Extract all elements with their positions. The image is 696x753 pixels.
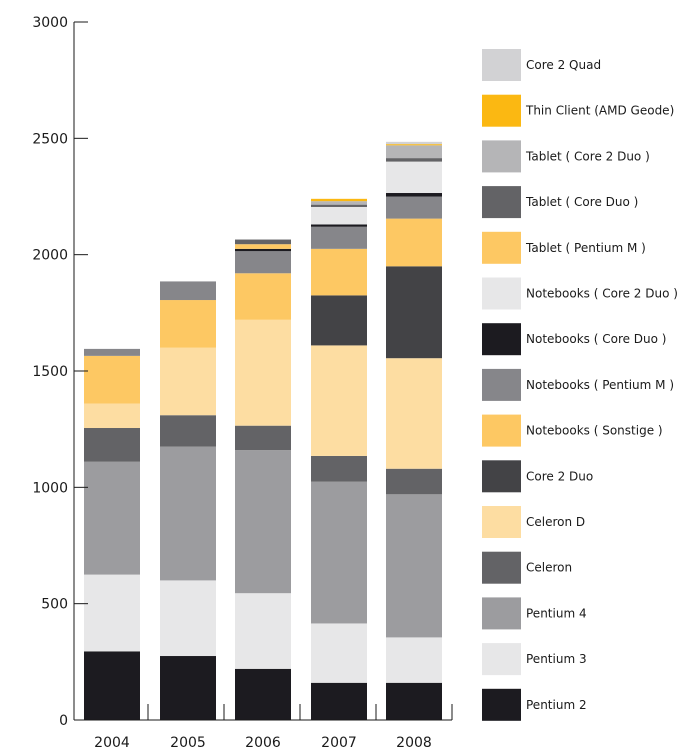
x-tick-label-2005: 2005 xyxy=(170,735,206,751)
legend-label-notebooks-pentium-m: Notebooks ( Pentium M ) xyxy=(526,378,674,392)
x-tick-label-2004: 2004 xyxy=(94,735,130,751)
x-tick-label-2006: 2006 xyxy=(245,735,281,751)
bar-segment-2006-tablet-core-duo xyxy=(235,239,291,245)
bar-segment-2007-celeron xyxy=(311,455,367,482)
bar-segment-2005-notebooks-pentium-m xyxy=(160,281,216,301)
bar-segment-2008-core-2-duo xyxy=(386,266,442,359)
bar-segment-2006-tablet-pentium-m xyxy=(235,244,291,249)
bar-segment-2007-tablet-core-2-duo xyxy=(311,201,367,205)
bar-segment-2008-celeron xyxy=(386,468,442,495)
legend-label-core-2-quad: Core 2 Quad xyxy=(526,58,601,72)
bar-segment-2006-notebooks-sonstige xyxy=(235,273,291,320)
bar-segment-2004-celeron xyxy=(84,428,140,462)
y-tick-label-0: 0 xyxy=(59,713,68,729)
bar-segment-2007-notebooks-sonstige xyxy=(311,248,367,296)
bar-segment-2006-pentium-2 xyxy=(235,668,291,720)
bar-segment-2006-celeron xyxy=(235,425,291,451)
bar-segment-2008-tablet-core-duo xyxy=(386,158,442,162)
bar-segment-2006-notebooks-pentium-m xyxy=(235,251,291,274)
legend-label-notebooks-core-duo: Notebooks ( Core Duo ) xyxy=(526,332,667,346)
bar-segment-2007-celeron-d xyxy=(311,345,367,456)
legend-label-celeron-d: Celeron D xyxy=(526,515,585,529)
bar-segment-2008-pentium-3 xyxy=(386,637,442,683)
bar-segment-2007-pentium-4 xyxy=(311,481,367,624)
legend-label-core-2-duo: Core 2 Duo xyxy=(526,469,593,483)
bar-segment-2008-thin-client-amd-geode xyxy=(386,144,442,146)
legend-swatch-pentium-4 xyxy=(482,597,521,630)
legend-swatch-core-2-quad xyxy=(482,49,521,81)
bar-segment-2007-tablet-core-duo xyxy=(311,204,367,207)
bar-segment-2007-core-2-duo xyxy=(311,295,367,346)
y-tick-label-1500: 1500 xyxy=(32,364,68,380)
legend-label-thin-client-amd-geode: Thin Client (AMD Geode) xyxy=(525,104,674,118)
legend-label-notebooks-core-2-duo: Notebooks ( Core 2 Duo ) xyxy=(526,287,678,301)
bar-segment-2008-notebooks-core-duo xyxy=(386,193,442,197)
y-tick-label-2500: 2500 xyxy=(32,131,68,147)
bar-segment-2004-pentium-2 xyxy=(84,651,140,720)
bar-segment-2008-notebooks-core-2-duo xyxy=(386,161,442,194)
bar-segment-2005-pentium-4 xyxy=(160,446,216,581)
bar-segment-2005-pentium-3 xyxy=(160,580,216,657)
bar-segment-2008-notebooks-pentium-m xyxy=(386,196,442,219)
bar-segment-2004-celeron-d xyxy=(84,403,140,429)
legend-swatch-notebooks-core-duo xyxy=(482,323,521,356)
bar-segment-2007-pentium-3 xyxy=(311,623,367,683)
legend-label-tablet-core-2-duo: Tablet ( Core 2 Duo ) xyxy=(525,149,650,163)
legend-swatch-thin-client-amd-geode xyxy=(482,94,521,127)
legend-swatch-notebooks-pentium-m xyxy=(482,368,521,401)
x-tick-label-2008: 2008 xyxy=(396,735,432,751)
bar-segment-2006-pentium-4 xyxy=(235,450,291,594)
y-tick-label-1000: 1000 xyxy=(32,480,68,496)
legend-label-celeron: Celeron xyxy=(526,561,572,575)
legend-swatch-celeron xyxy=(482,551,521,584)
bar-segment-2006-pentium-3 xyxy=(235,593,291,669)
legend-swatch-tablet-pentium-m xyxy=(482,231,521,264)
legend-label-pentium-4: Pentium 4 xyxy=(526,606,587,620)
legend-label-notebooks-sonstige: Notebooks ( Sonstige ) xyxy=(526,424,663,438)
bar-segment-2006-notebooks-core-duo xyxy=(235,248,291,252)
bar-segment-2007-notebooks-core-2-duo xyxy=(311,206,367,225)
legend-label-pentium-3: Pentium 3 xyxy=(526,652,587,666)
x-tick-label-2007: 2007 xyxy=(321,735,357,751)
y-tick-label-2000: 2000 xyxy=(32,248,68,264)
legend-label-pentium-2: Pentium 2 xyxy=(526,698,587,712)
y-tick-label-500: 500 xyxy=(41,597,68,613)
legend-label-tablet-core-duo: Tablet ( Core Duo ) xyxy=(525,195,638,209)
bar-segment-2004-notebooks-sonstige xyxy=(84,355,140,404)
legend-swatch-notebooks-sonstige xyxy=(482,414,521,447)
legend-label-tablet-pentium-m: Tablet ( Pentium M ) xyxy=(525,241,646,255)
bar-segment-2008-core-2-quad xyxy=(386,141,442,145)
legend-swatch-tablet-core-duo xyxy=(482,186,521,219)
bar-segment-2004-pentium-4 xyxy=(84,461,140,575)
legend-swatch-notebooks-core-2-duo xyxy=(482,277,521,310)
bar-segment-2008-tablet-core-2-duo xyxy=(386,145,442,159)
bar-segment-2007-notebooks-pentium-m xyxy=(311,226,367,249)
bar-segment-2007-notebooks-core-duo xyxy=(311,224,367,227)
bar-segment-2008-notebooks-sonstige xyxy=(386,218,442,267)
bar-segments xyxy=(84,141,442,720)
axes: 0 500 1000 1500 2000 2500 3000 2004 2005 2006 2007… xyxy=(32,15,453,751)
bar-segment-2005-celeron xyxy=(160,415,216,447)
bar-segment-2008-pentium-4 xyxy=(386,494,442,638)
bar-segment-2004-notebooks-pentium-m xyxy=(84,348,140,356)
legend-swatch-pentium-3 xyxy=(482,643,521,676)
bar-segment-2007-thin-client-amd-geode xyxy=(311,198,367,202)
legend: Core 2 Quad Thin Client (AMD Geode) Tablet… xyxy=(482,49,678,721)
legend-swatch-core-2-duo xyxy=(482,460,521,493)
y-tick-label-3000: 3000 xyxy=(32,15,68,31)
bar-segment-2005-celeron-d xyxy=(160,347,216,416)
legend-swatch-celeron-d xyxy=(482,506,521,538)
bar-segment-2007-pentium-2 xyxy=(311,682,367,720)
bar-segment-2004-pentium-3 xyxy=(84,574,140,652)
bar-segment-2008-pentium-2 xyxy=(386,682,442,720)
bar-segment-2008-celeron-d xyxy=(386,358,442,469)
bar-segment-2005-pentium-2 xyxy=(160,656,216,720)
legend-swatch-pentium-2 xyxy=(482,688,521,721)
bar-segment-2005-notebooks-sonstige xyxy=(160,300,216,348)
bar-segment-2006-celeron-d xyxy=(235,319,291,426)
legend-swatch-tablet-core-2-duo xyxy=(482,140,521,173)
